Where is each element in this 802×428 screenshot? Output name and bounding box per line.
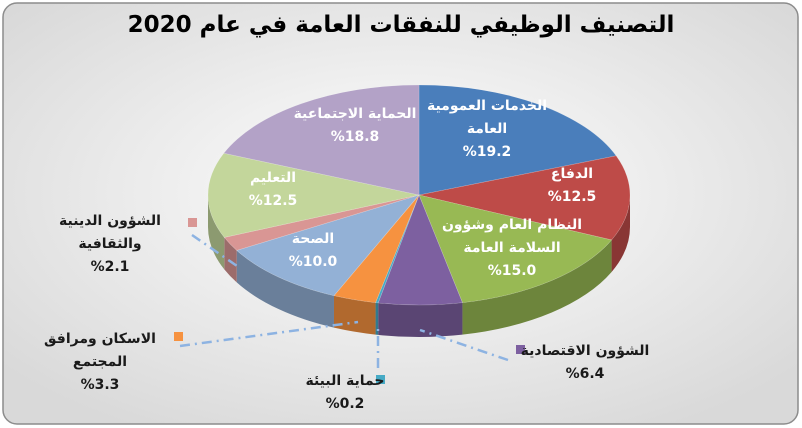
slice-side [462,239,612,335]
chart-title: التصنيف الوظيفي للنفقات العامة في عام 20… [127,12,675,38]
data-label: الحماية الاجتماعية %18.8 [280,103,430,149]
slice-name: الشؤون الاقتصادية [520,343,650,359]
slice-name: حماية البيئة [305,373,385,389]
slice-value: %18.8 [330,129,380,145]
slice-value: %12.5 [547,189,597,205]
slice [207,152,420,238]
data-label: الشؤون الدينية والثقافية %2.1 [40,210,180,279]
pie-walls [208,195,630,337]
slice-name: الشؤون الدينية والثقافية [59,213,161,252]
slice-value: %15.0 [487,263,537,279]
slice-name: الحماية الاجتماعية [293,106,417,122]
slice-value: %3.3 [80,377,120,393]
slice-value: %6.4 [565,366,605,382]
slice-side [333,295,376,335]
data-label: الشؤون الاقتصادية %6.4 [515,340,655,386]
legend-swatch [516,345,525,354]
slice [418,194,613,303]
slice [375,194,420,304]
slice-value: %2.1 [90,259,130,275]
data-label: التعليم %12.5 [223,167,323,213]
slice-value: %0.2 [325,396,365,412]
data-label: الدفاع %12.5 [527,163,617,209]
slice-name: الخدمات العمومية العامة [426,98,548,137]
slice [333,194,420,303]
slice-name: الدفاع [550,166,594,182]
slice-side [224,237,237,283]
slice-side [378,302,463,337]
data-label: النظام العام وشؤون السلامة العامة %15.0 [437,214,587,283]
slice-side [208,195,225,270]
data-label: الصحة %10.0 [263,228,363,274]
slice-value: %12.5 [248,193,298,209]
data-label: حماية البيئة %0.2 [285,370,405,416]
leader-line [179,320,359,348]
leader-line [191,233,241,270]
slice-side [611,195,630,272]
slice [236,194,420,297]
slice-side [375,302,379,335]
legend-swatch [188,218,197,227]
leader-line [419,328,509,362]
slice [418,84,617,196]
slice-side [236,250,334,328]
slice-name: الصحة [291,231,335,247]
slice-value: %19.2 [462,144,512,160]
slice [223,84,420,196]
legend-swatch [174,332,183,341]
slice [418,155,631,241]
slice-value: %10.0 [288,254,338,270]
slice [377,194,463,306]
legend-swatch [376,375,385,384]
slice [223,194,420,251]
data-label: الخدمات العمومية العامة %19.2 [417,95,557,164]
slice-name: الاسكان ومرافق المجتمع [44,331,156,370]
pie-tops [207,84,631,306]
data-label: الاسكان ومرافق المجتمع %3.3 [35,328,165,397]
slice-name: التعليم [249,170,297,186]
leader-lines [174,218,525,384]
slice-name: النظام العام وشؤون السلامة العامة [441,217,583,256]
